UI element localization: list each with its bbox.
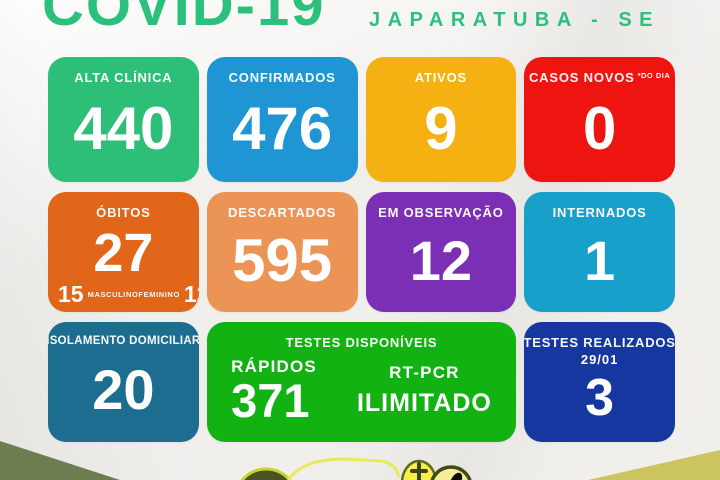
stat-label: ÓBITOS	[96, 205, 151, 220]
stat-value: 476	[232, 94, 333, 162]
stat-card-casos-novos: CASOS NOVOS *DO DIA 0	[524, 57, 675, 182]
footer-logo-circle-icon	[240, 467, 292, 480]
male-count-group: 15 MASCULINO	[58, 283, 138, 306]
stat-label-text: CASOS NOVOS	[528, 70, 635, 85]
stat-card-confirmados: CONFIRMADOS 476	[206, 57, 358, 182]
rtpcr-tests-group: RT-PCR ILIMITADO	[357, 363, 492, 418]
stat-label: EM OBSERVAÇÃO	[378, 205, 504, 220]
stat-date: 29/01	[580, 352, 619, 367]
tests-breakdown: RÁPIDOS 371 RT-PCR ILIMITADO	[231, 352, 492, 442]
stat-label: ATIVOS	[414, 70, 467, 85]
stat-label: TESTES REALIZADOS	[524, 335, 675, 350]
footer-logo-bird-icon	[430, 465, 472, 480]
stat-value: 12	[409, 229, 473, 292]
church-logo-icon	[400, 459, 438, 480]
female-label: FEMININO	[138, 290, 180, 299]
male-count: 15	[58, 281, 84, 307]
male-label: MASCULINO	[87, 290, 139, 299]
stat-card-obitos: ÓBITOS 27 15 MASCULINO FEMININO 12	[48, 192, 199, 312]
stat-label: CASOS NOVOS *DO DIA	[529, 70, 670, 85]
stat-value: 440	[73, 94, 174, 162]
page-subtitle: JAPARATUBA - SE	[369, 9, 661, 31]
stats-grid: ALTA CLÍNICA 440 CONFIRMADOS 476 ATIVOS …	[48, 57, 675, 442]
stat-label: TESTES DISPONÍVEIS	[285, 335, 438, 350]
stat-card-em-observacao: EM OBSERVAÇÃO 12	[365, 192, 517, 312]
rtpcr-tests-label: RT-PCR	[389, 362, 460, 382]
stat-value: 1	[584, 229, 616, 292]
bird-glyph	[449, 472, 463, 480]
stat-card-testes-disponiveis: TESTES DISPONÍVEIS RÁPIDOS 371 RT-PCR IL…	[206, 322, 517, 442]
stat-label: DESCARTADOS	[228, 205, 337, 220]
footer-banner-outline	[286, 457, 401, 480]
stat-value: 27	[93, 223, 154, 283]
stat-value: 20	[92, 357, 155, 421]
stat-card-descartados: DESCARTADOS 595	[206, 192, 358, 312]
stat-card-ativos: ATIVOS 9	[365, 57, 517, 182]
stat-label: INTERNADOS	[552, 205, 647, 220]
stat-label: ISOLAMENTO DOMICILIAR	[48, 335, 199, 347]
page-title: COVID-19	[42, 0, 326, 38]
rapid-tests-label: RÁPIDOS	[231, 356, 317, 376]
gender-breakdown: 15 MASCULINO FEMININO 12	[58, 283, 199, 306]
rapid-tests-group: RÁPIDOS 371	[231, 357, 317, 424]
rtpcr-tests-value: ILIMITADO	[356, 388, 492, 417]
stat-card-internados: INTERNADOS 1	[524, 192, 675, 312]
stat-value: 0	[582, 94, 617, 162]
stat-value: 9	[424, 94, 458, 162]
footer-right-ribbon	[588, 450, 720, 480]
rapid-tests-value: 371	[231, 373, 310, 427]
stat-card-isolamento-domiciliar: ISOLAMENTO DOMICILIAR 20	[48, 322, 199, 442]
female-count: 12	[183, 281, 199, 307]
stat-label: ALTA CLÍNICA	[74, 70, 173, 85]
stat-value: 595	[232, 227, 333, 294]
stat-label: CONFIRMADOS	[228, 70, 336, 85]
stat-card-alta-clinica: ALTA CLÍNICA 440	[48, 57, 199, 182]
female-count-group: FEMININO 12	[138, 283, 198, 306]
cross-icon	[410, 462, 428, 480]
stat-card-testes-realizados: TESTES REALIZADOS 29/01 3	[524, 322, 675, 442]
stat-label-note: *DO DIA	[637, 71, 671, 80]
footer-left-ribbon	[0, 441, 120, 480]
stat-value: 3	[585, 368, 615, 427]
